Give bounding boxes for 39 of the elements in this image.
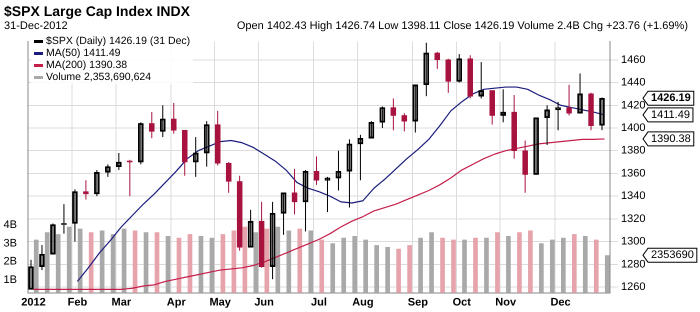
text: 1390.38 [651,132,691,145]
text: Open 1402.43 High 1426.74 Low 1398.11 Close 1426.19 Volume 2.4B Chg +23.76 (+1.69%) [236,20,688,32]
y2-tick-label: 3B [4,237,17,250]
y2-tick-label: 4B [4,218,17,231]
y-tick-label: 1300 [621,236,646,248]
x-tick-label: Apr [166,296,186,308]
legend-label: $SPX (Daily) 1426.19 (31 Dec) [46,35,190,47]
x-tick-label: Dec [550,296,571,308]
x-tick-label: Aug [352,296,374,308]
x-tick-label: Sep [408,296,428,308]
y-tick-label: 1460 [621,54,646,66]
text: 1411.49 [651,108,690,121]
legend-label: MA(200) 1390.38 [46,59,128,71]
y-tick-label: 1400 [621,122,646,134]
candlestick [126,159,133,197]
y-tick-label: 1280 [621,258,646,270]
x-tick-label: Jul [311,296,327,308]
y-tick-label: 1420 [621,99,646,112]
chart-title: $SPX Large Cap Index INDX [4,3,190,19]
y-tick-label: 1380 [621,144,646,157]
y2-tick-label: 1B [4,274,17,286]
x-tick-label: Feb [68,296,88,308]
chart-subtitle: 31-Dec-2012 [4,20,68,32]
y2-tick-label: 2B [4,256,17,268]
y-tick-label: 1320 [621,212,646,225]
legend-label: MA(50) 1411.49 [46,47,121,59]
y-tick-label: 1340 [621,190,646,202]
x-tick-label: May [209,296,232,308]
x-tick-label: Oct [452,296,472,308]
y-tick-label: 1260 [621,281,646,294]
y-tick-label: 1360 [621,167,646,180]
x-tick-label: Nov [495,296,517,308]
legend-label: Volume 2,353,690,624 [46,71,152,83]
y-tick-label: 1440 [621,76,646,89]
text: 1426.19 [651,92,691,104]
x-tick-label: Jun [254,296,274,308]
text: 2353690 [651,249,694,262]
x-tick-label: 2012 [21,296,46,308]
x-tick-label: Mar [112,296,132,308]
